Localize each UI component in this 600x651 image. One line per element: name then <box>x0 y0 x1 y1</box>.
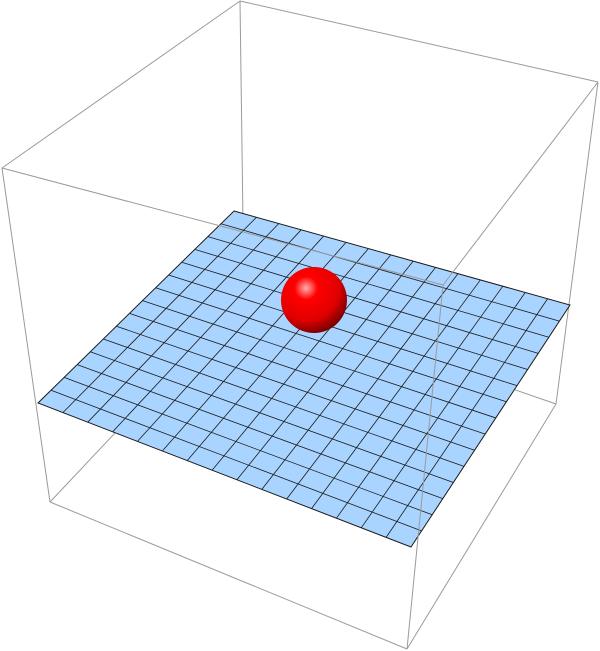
grid-line <box>168 274 518 387</box>
plane-surface <box>37 210 571 548</box>
grid-line <box>207 236 549 338</box>
grid-line <box>103 338 465 467</box>
grid-line <box>311 279 481 509</box>
box-edge-top-right <box>239 0 599 83</box>
grid-line <box>211 254 392 471</box>
grid-line <box>155 287 507 403</box>
grid-line <box>220 223 560 322</box>
box-edge-vertical-right <box>555 81 599 405</box>
grid-line <box>63 377 433 516</box>
box-edge-vertical-left <box>1 167 51 503</box>
grid-line <box>261 267 436 490</box>
bounding-box-front-edges <box>1 81 599 650</box>
grid-line <box>77 364 443 499</box>
grid-line <box>385 298 548 538</box>
box-edge-top-front-left <box>1 167 444 286</box>
box-edge-bottom-front-left <box>49 501 408 650</box>
grid-line <box>87 223 280 423</box>
plane-grid-lines <box>50 216 560 538</box>
grid-line <box>90 351 454 483</box>
grid-line <box>286 273 459 500</box>
grid-line <box>129 313 486 435</box>
grid-line <box>336 285 504 519</box>
grid-line <box>236 260 414 481</box>
grid-line <box>360 292 526 529</box>
box-edge-top-left <box>1 0 241 169</box>
grid-line <box>181 261 528 370</box>
grid-plane <box>37 210 571 548</box>
grid-line <box>137 235 324 442</box>
box-edge-top-front-right <box>442 81 599 286</box>
grid-line <box>50 389 422 532</box>
grid-line <box>62 216 257 413</box>
box-edge-vertical-front <box>406 284 444 650</box>
grid-line <box>194 249 539 354</box>
grid-line <box>112 229 302 433</box>
box-edge-bottom-front-right <box>406 403 557 650</box>
grid-line <box>116 325 475 451</box>
red-sphere[interactable] <box>281 267 347 333</box>
grid-line <box>142 300 496 419</box>
